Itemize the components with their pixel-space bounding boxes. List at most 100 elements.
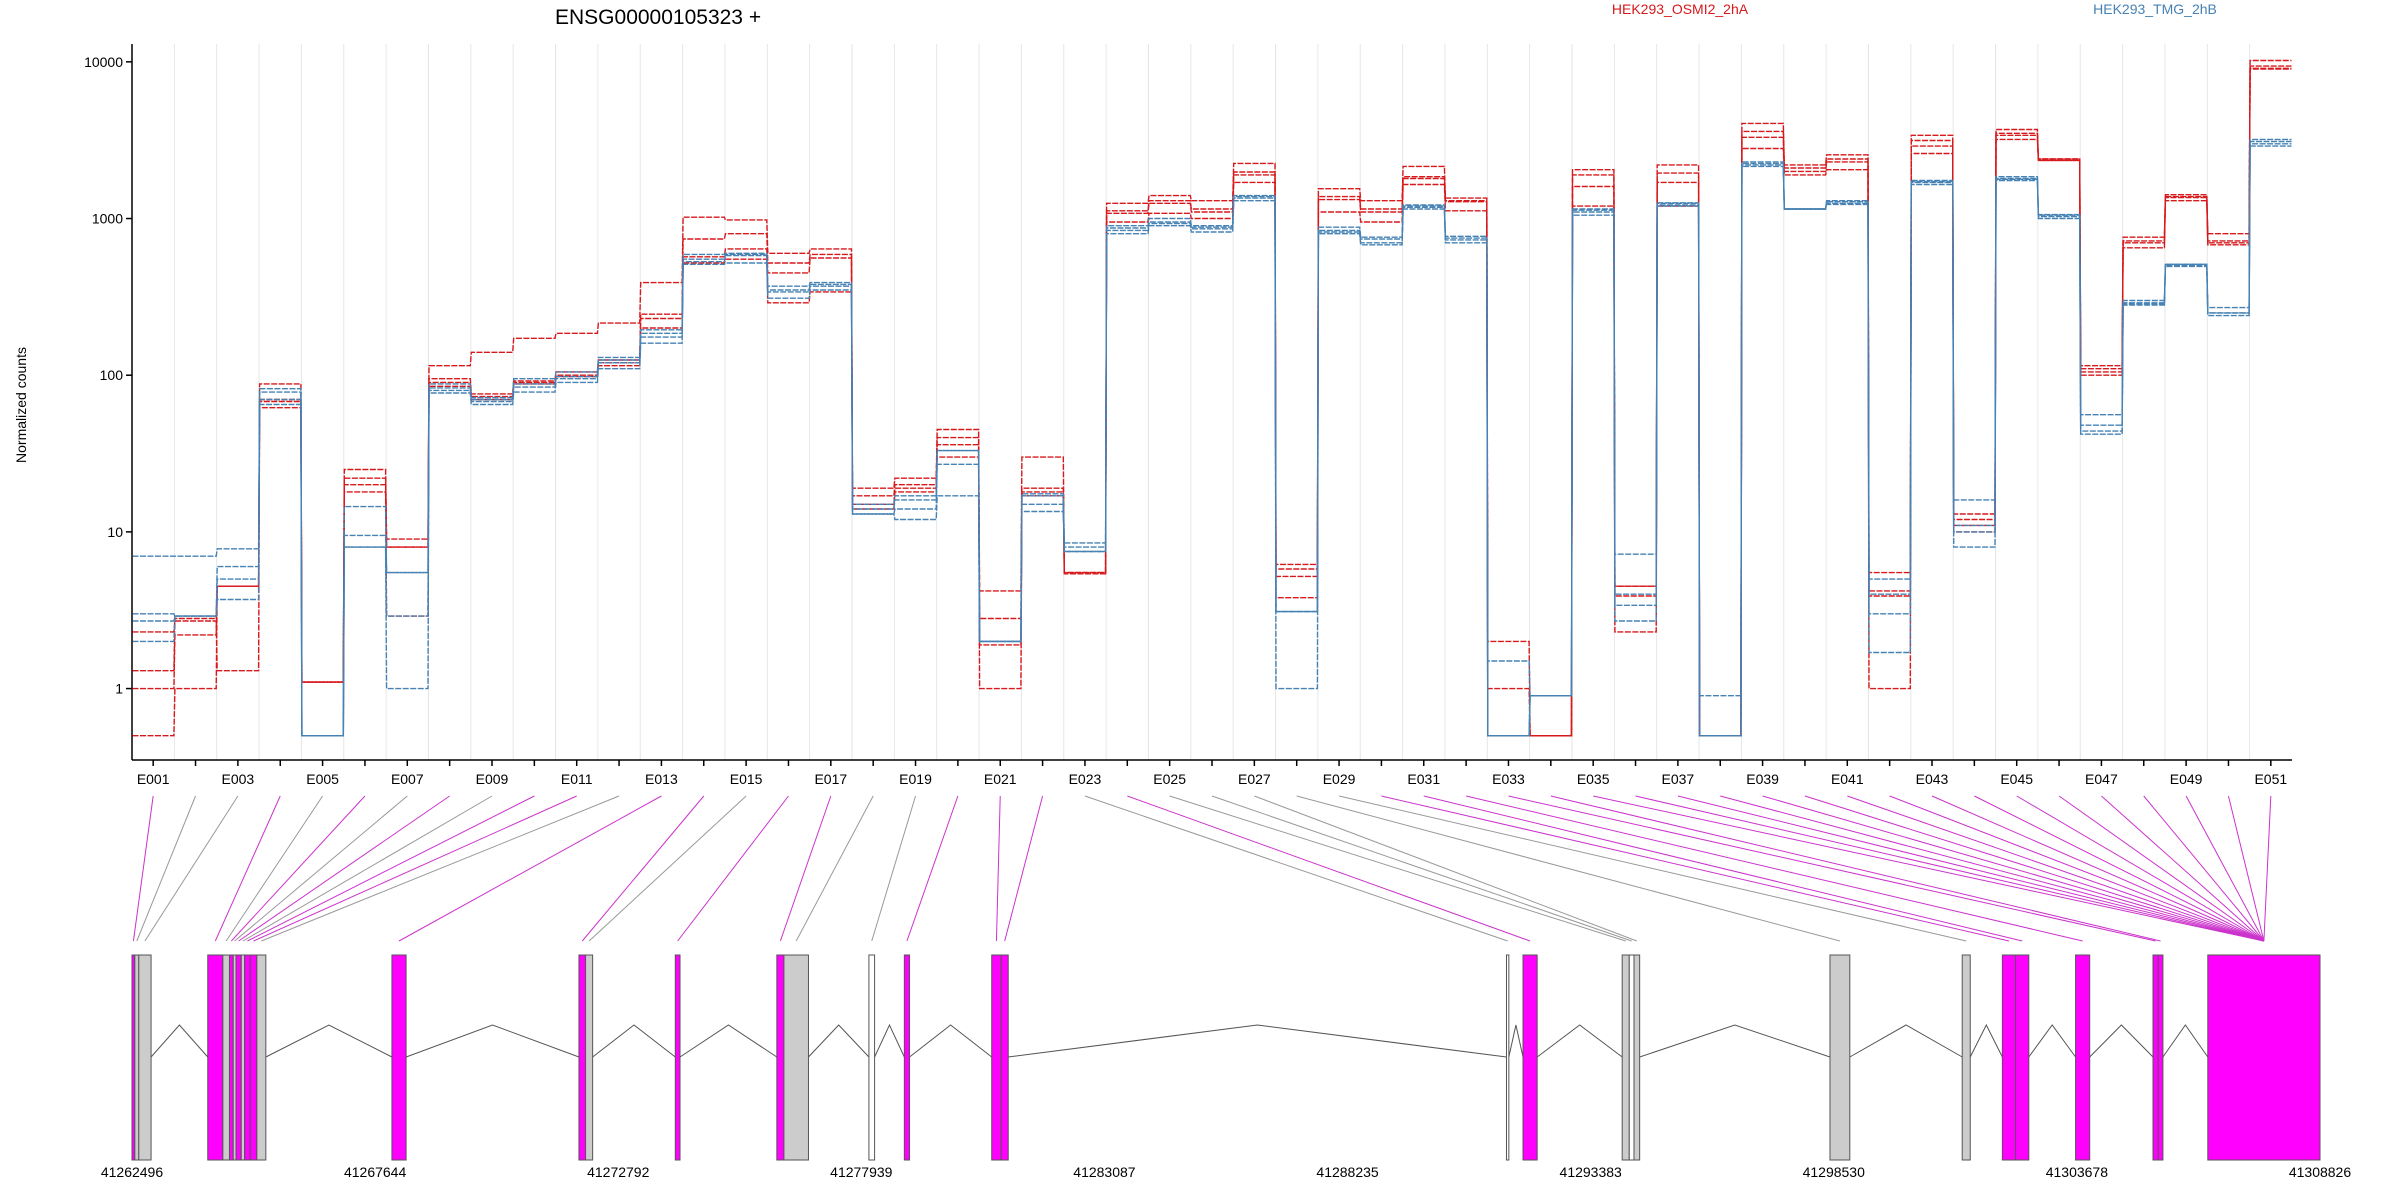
genomic-coordinate-label: 41283087 (1073, 1164, 1136, 1180)
intron-line (1639, 1024, 1831, 1058)
genomic-coordinate-label: 41288235 (1316, 1164, 1379, 1180)
exon-connector (795, 795, 874, 942)
y-tick-label: 10000 (84, 54, 123, 70)
exon-connector (1169, 795, 1626, 942)
x-tick-label: E007 (391, 771, 424, 787)
exon-connector (214, 795, 281, 942)
genomic-coordinate-label: 41298530 (1803, 1164, 1866, 1180)
exon-block (2207, 954, 2321, 1161)
exon-connector (234, 795, 408, 942)
intron-line (592, 1024, 676, 1058)
exon-block (249, 954, 258, 1161)
x-tick-label: E011 (561, 771, 593, 787)
exon-connector (871, 795, 917, 942)
exon-connector (230, 795, 366, 942)
exon-connector (238, 795, 450, 942)
intron-line (909, 1024, 993, 1058)
series-line-tmg-rep4 (132, 145, 2292, 737)
exon-block (1000, 954, 1009, 1161)
exon-block (222, 954, 230, 1161)
intron-line (265, 1024, 393, 1058)
exon-connector (1550, 795, 2161, 942)
exon-block (585, 954, 594, 1161)
legend-series-osmi2: HEK293_OSMI2_2hA (1612, 1, 1749, 17)
exon-connector (1127, 795, 1531, 942)
x-tick-label: E023 (1069, 771, 1102, 787)
y-tick-label: 100 (100, 367, 124, 383)
exon-connector (995, 795, 1001, 942)
exon-connector (242, 795, 493, 942)
exon-connector (1338, 795, 1967, 942)
exon-connector (1804, 795, 2265, 942)
exon-block (1522, 954, 1538, 1161)
intron-line (808, 1024, 870, 1058)
x-tick-label: E045 (2000, 771, 2033, 787)
x-tick-label: E025 (1153, 771, 1186, 787)
exon-connector (1423, 795, 2023, 942)
x-tick-label: E041 (1831, 771, 1864, 787)
gene-model-track: 41262496 41267644 41272792 41277939 41283087… (101, 954, 2351, 1180)
intron-line (1969, 1023, 2003, 1058)
series-line-osmi2-rep2 (132, 65, 2292, 737)
y-tick-label: 1000 (92, 211, 123, 227)
exon-block (256, 954, 267, 1161)
genomic-coordinate-label: 41267644 (344, 1164, 407, 1180)
exon-block (235, 954, 242, 1161)
exon-block (1628, 954, 1635, 1161)
exon-block (244, 954, 251, 1161)
exon-connector (136, 795, 196, 942)
exon-block (903, 954, 911, 1161)
series-line-tmg-rep2 (132, 140, 2292, 737)
exon-connector (1296, 795, 1841, 942)
legend-series-tmg: HEK293_TMG_2hB (2093, 1, 2217, 17)
x-tick-label: E009 (476, 771, 509, 787)
exon-block (2001, 954, 2017, 1161)
intron-line (2089, 1024, 2154, 1058)
x-tick-label: E047 (2085, 771, 2118, 787)
x-tick-label: E043 (1916, 771, 1949, 787)
x-tick-label: E039 (1746, 771, 1779, 787)
exon-connector (1254, 795, 1637, 942)
intron-line (679, 1024, 778, 1058)
exon-connector (1847, 795, 2265, 942)
genomic-coordinate-label: 41272792 (587, 1164, 650, 1180)
exon-connector (1889, 795, 2265, 942)
exon-block (228, 954, 234, 1161)
genomic-coordinate-label: 41293383 (1560, 1164, 1623, 1180)
exon-block (138, 954, 152, 1161)
x-tick-label: E015 (730, 771, 763, 787)
x-tick-label: E031 (1407, 771, 1440, 787)
exon-connector (2263, 795, 2272, 942)
x-tick-label: E021 (984, 771, 1017, 787)
exon-connector (1211, 795, 1632, 942)
exon-connector (1381, 795, 2010, 942)
exon-block (2157, 954, 2164, 1161)
exon-connector (253, 795, 577, 942)
series-line-tmg-rep1 (132, 138, 2292, 737)
exon-connector (1466, 795, 2083, 942)
exon-connector (2227, 795, 2265, 942)
series-lines (132, 59, 2292, 737)
x-tick-label: E019 (899, 771, 932, 787)
genomic-coordinate-label: 41262496 (101, 1164, 164, 1180)
plot-axes: 1 10 100 1000 10000 E001 E003 E005 E007 E009 E011 E… (84, 44, 2292, 787)
exon-connector (2016, 795, 2265, 942)
x-tick-label: E013 (645, 771, 678, 787)
x-tick-label: E035 (1577, 771, 1610, 787)
x-tick-label: E003 (222, 771, 255, 787)
intron-line (2028, 1024, 2076, 1058)
genomic-coordinate-label: 41277939 (830, 1164, 893, 1180)
exon-connector (1593, 795, 2265, 942)
exon-connector (779, 795, 832, 942)
intron-line (150, 1024, 209, 1058)
exon-block (674, 954, 681, 1161)
exon-block (1829, 954, 1851, 1161)
exon-connector (1720, 795, 2265, 942)
x-tick-label: E037 (1662, 771, 1695, 787)
exon-block (1961, 954, 1971, 1161)
series-line-osmi2-rep4 (132, 68, 2292, 737)
chart-title: ENSG00000105323 + (555, 6, 761, 29)
exon-block (776, 954, 785, 1161)
exon-block (578, 954, 587, 1161)
intron-line (1536, 1024, 1623, 1058)
